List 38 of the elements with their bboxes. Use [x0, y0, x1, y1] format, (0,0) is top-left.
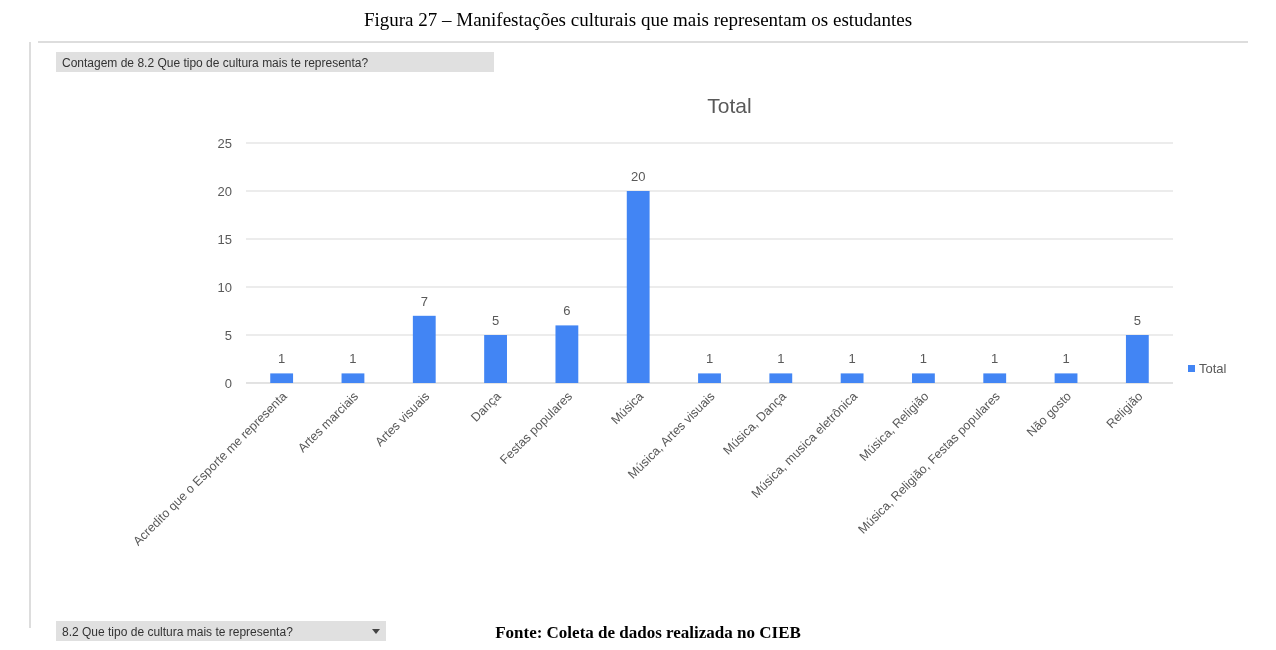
data-label: 1 — [349, 351, 357, 367]
bar — [270, 373, 294, 383]
text: 8.2 Que tipo de cultura mais te representa? — [62, 625, 294, 639]
bar — [412, 315, 436, 383]
bar — [341, 373, 365, 383]
data-label: 1 — [777, 351, 785, 367]
y-tick-label: 25 — [217, 136, 232, 151]
bar — [769, 373, 793, 383]
y-tick-label: 20 — [217, 184, 232, 199]
bar — [1054, 373, 1078, 383]
bar — [555, 325, 579, 383]
data-label: 7 — [420, 293, 428, 309]
y-tick-label: 10 — [217, 280, 232, 295]
y-tick-label: 0 — [224, 376, 232, 391]
source-note: Fonte: Coleta de dados realizada no CIEB — [495, 623, 801, 642]
y-tick-label: 15 — [217, 232, 232, 247]
bar — [983, 373, 1007, 383]
data-label: 1 — [919, 351, 928, 367]
bar — [1125, 335, 1149, 383]
text: Figura 27 – Manifestações culturais que mais representam os estudantes — [363, 9, 913, 30]
bar — [912, 373, 935, 383]
bar — [484, 335, 507, 383]
data-label: 1 — [705, 351, 714, 367]
y-tick-label: 5 — [224, 328, 232, 343]
bar — [626, 191, 650, 383]
data-label: 6 — [563, 303, 571, 319]
data-label: 1 — [278, 351, 286, 367]
data-label: 5 — [491, 313, 500, 328]
data-label: 1 — [848, 351, 856, 367]
data-label: 1 — [991, 351, 999, 367]
data-label: 20 — [630, 169, 646, 184]
chart-title: Total — [707, 94, 752, 117]
text: Contagem de 8.2 Que tipo de cultura mais te representa? — [62, 56, 369, 70]
data-label: 1 — [1062, 351, 1070, 367]
data-label: 5 — [1133, 313, 1141, 328]
bar — [698, 373, 721, 383]
bar — [840, 373, 864, 383]
legend-label: Total — [1199, 361, 1227, 376]
